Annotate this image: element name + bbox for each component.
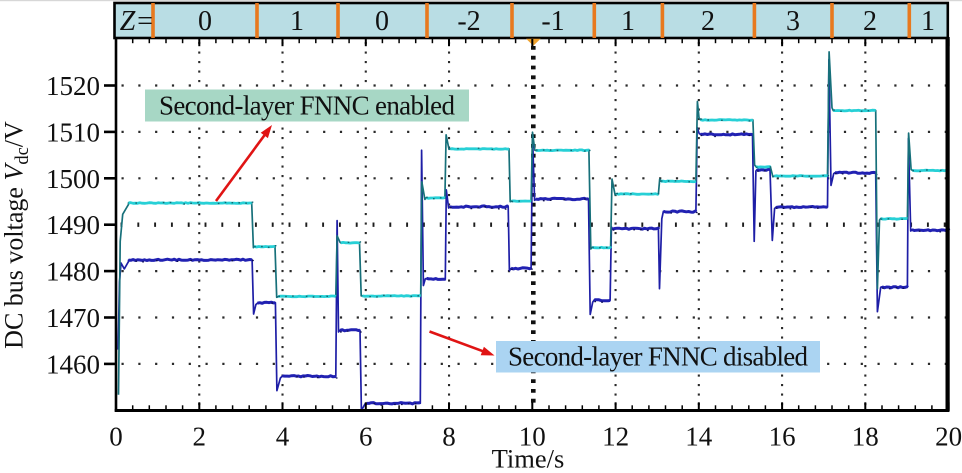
svg-text:14: 14 xyxy=(685,422,713,452)
svg-text:0: 0 xyxy=(375,6,389,37)
svg-text:Z=: Z= xyxy=(120,6,154,37)
svg-text:1490: 1490 xyxy=(46,210,100,240)
svg-text:1470: 1470 xyxy=(46,303,100,333)
svg-text:0: 0 xyxy=(109,422,123,452)
svg-text:-1: -1 xyxy=(541,6,564,37)
svg-text:4: 4 xyxy=(276,422,290,452)
svg-text:Time/s: Time/s xyxy=(492,444,565,473)
svg-text:-2: -2 xyxy=(457,6,480,37)
svg-text:Second-layer FNNC disabled: Second-layer FNNC disabled xyxy=(508,342,809,372)
svg-text:1: 1 xyxy=(290,6,304,37)
svg-text:1520: 1520 xyxy=(46,71,100,101)
svg-text:1500: 1500 xyxy=(46,164,100,194)
svg-text:1: 1 xyxy=(621,6,635,37)
svg-text:6: 6 xyxy=(359,422,373,452)
svg-text:8: 8 xyxy=(442,422,456,452)
svg-text:12: 12 xyxy=(602,422,629,452)
svg-text:1510: 1510 xyxy=(46,117,100,147)
svg-text:Second-layer FNNC enabled: Second-layer FNNC enabled xyxy=(159,91,456,121)
svg-text:16: 16 xyxy=(769,422,796,452)
svg-text:2: 2 xyxy=(863,6,877,37)
svg-text:2: 2 xyxy=(701,6,715,37)
svg-text:3: 3 xyxy=(786,6,800,37)
svg-text:0: 0 xyxy=(198,6,212,37)
svg-text:DC bus voltage Vdc/V: DC bus voltage Vdc/V xyxy=(0,121,33,349)
svg-text:10: 10 xyxy=(519,422,546,452)
svg-text:2: 2 xyxy=(193,422,207,452)
svg-text:1480: 1480 xyxy=(46,257,100,287)
svg-text:18: 18 xyxy=(852,422,879,452)
svg-text:1: 1 xyxy=(921,6,935,37)
svg-text:20: 20 xyxy=(935,422,962,452)
svg-text:1460: 1460 xyxy=(46,349,100,379)
